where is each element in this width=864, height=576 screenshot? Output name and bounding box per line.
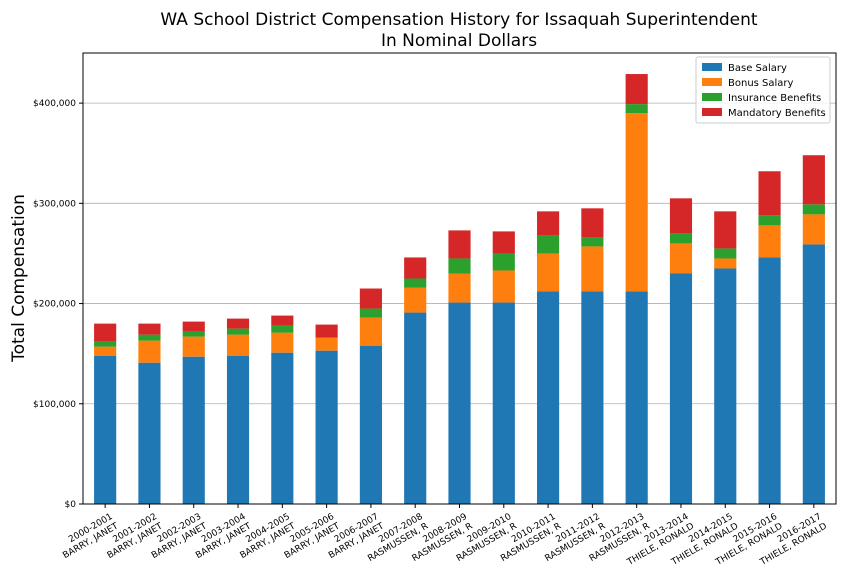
- bar-bonus-salary-2009-2010: [492, 270, 515, 303]
- bar-insurance-benefits-2004-2005: [271, 325, 294, 333]
- bar-mandatory-benefits-2016-2017: [802, 155, 825, 205]
- bar-insurance-benefits-2000-2001: [94, 341, 117, 347]
- bar-base-salary-2007-2008: [404, 312, 427, 504]
- bar-bonus-salary-2007-2008: [404, 287, 427, 313]
- legend-swatch-1: [702, 78, 722, 86]
- bar-mandatory-benefits-2008-2009: [448, 230, 471, 259]
- bar-bonus-salary-2002-2003: [182, 336, 205, 357]
- bar-base-salary-2011-2012: [581, 291, 604, 504]
- bar-bonus-salary-2014-2015: [714, 258, 737, 269]
- bar-bonus-salary-2015-2016: [758, 225, 781, 258]
- chart-subtitle: In Nominal Dollars: [381, 31, 537, 51]
- legend-swatch-3: [702, 108, 722, 116]
- bar-insurance-benefits-2003-2004: [226, 328, 250, 335]
- bar-base-salary-2002-2003: [182, 356, 205, 504]
- bar-insurance-benefits-2009-2010: [492, 253, 515, 271]
- bar-base-salary-2000-2001: [94, 355, 117, 504]
- bar-base-salary-2012-2013: [625, 291, 648, 504]
- bar-base-salary-2015-2016: [758, 257, 781, 504]
- bar-mandatory-benefits-2013-2014: [669, 198, 693, 234]
- bar-insurance-benefits-2002-2003: [182, 331, 205, 337]
- y-tick-label-4: $400,000: [33, 99, 76, 109]
- legend: Base Salary Bonus Salary Insurance Benefit…: [695, 56, 831, 124]
- y-axis-label: Total Compensation: [9, 194, 29, 363]
- legend-label-1: Bonus Salary: [728, 78, 794, 89]
- bar-mandatory-benefits-2014-2015: [714, 211, 737, 249]
- bar-base-salary-2008-2009: [448, 302, 471, 504]
- bar-insurance-benefits-2008-2009: [448, 258, 471, 274]
- bar-insurance-benefits-2011-2012: [581, 237, 604, 247]
- bar-base-salary-2010-2011: [537, 291, 560, 504]
- bar-base-salary-2006-2007: [359, 345, 382, 504]
- bar-bonus-salary-2003-2004: [226, 334, 250, 356]
- legend-label-2: Insurance Benefits: [728, 93, 821, 104]
- bar-base-salary-2016-2017: [802, 244, 825, 504]
- bar-base-salary-2013-2014: [669, 273, 693, 504]
- bar-bonus-salary-2001-2002: [138, 340, 161, 363]
- bar-mandatory-benefits-2006-2007: [359, 288, 382, 309]
- legend-swatch-0: [702, 63, 722, 71]
- bar-bonus-salary-2016-2017: [802, 214, 825, 245]
- y-tick-label-0: $0: [65, 500, 77, 510]
- bar-base-salary-2014-2015: [714, 268, 737, 504]
- bar-base-salary-2005-2006: [315, 350, 338, 504]
- bar-mandatory-benefits-2000-2001: [94, 323, 117, 342]
- bar-mandatory-benefits-2015-2016: [758, 171, 781, 216]
- bar-insurance-benefits-2007-2008: [404, 278, 427, 288]
- bar-bonus-salary-2012-2013: [625, 113, 648, 292]
- y-axis-ticks: $0 $100,000 $200,000 $300,000 $400,000: [33, 99, 83, 510]
- chart-title: WA School District Compensation History …: [160, 10, 758, 30]
- bar-base-salary-2003-2004: [226, 355, 250, 504]
- bar-mandatory-benefits-2012-2013: [625, 74, 648, 105]
- bar-base-salary-2009-2010: [492, 302, 515, 504]
- legend-swatch-2: [702, 93, 722, 101]
- bar-insurance-benefits-2013-2014: [669, 233, 693, 244]
- bar-mandatory-benefits-2009-2010: [492, 231, 515, 254]
- bar-bonus-salary-2010-2011: [537, 253, 560, 292]
- bar-bonus-salary-2006-2007: [359, 317, 382, 346]
- bar-bonus-salary-2005-2006: [315, 337, 338, 351]
- bar-mandatory-benefits-2003-2004: [226, 318, 250, 329]
- bar-mandatory-benefits-2011-2012: [581, 208, 604, 238]
- bar-bonus-salary-2008-2009: [448, 273, 471, 303]
- bar-bonus-salary-2000-2001: [94, 346, 117, 356]
- legend-label-0: Base Salary: [728, 63, 787, 74]
- bar-insurance-benefits-2016-2017: [802, 204, 825, 215]
- bar-mandatory-benefits-2010-2011: [537, 211, 560, 236]
- y-tick-label-1: $100,000: [33, 400, 76, 410]
- bar-base-salary-2001-2002: [138, 362, 161, 504]
- bars: [94, 74, 825, 504]
- y-tick-label-3: $300,000: [33, 199, 76, 209]
- bar-insurance-benefits-2006-2007: [359, 308, 382, 318]
- legend-box: [695, 56, 831, 124]
- bar-insurance-benefits-2014-2015: [714, 248, 737, 259]
- bar-mandatory-benefits-2004-2005: [271, 315, 294, 326]
- bar-bonus-salary-2004-2005: [271, 332, 294, 353]
- bar-insurance-benefits-2015-2016: [758, 215, 781, 226]
- bar-mandatory-benefits-2002-2003: [182, 321, 205, 332]
- bar-insurance-benefits-2012-2013: [625, 104, 648, 114]
- bar-bonus-salary-2011-2012: [581, 246, 604, 292]
- legend-label-3: Mandatory Benefits: [728, 108, 826, 119]
- bar-insurance-benefits-2001-2002: [138, 334, 161, 341]
- bar-mandatory-benefits-2005-2006: [315, 324, 338, 338]
- bar-bonus-salary-2013-2014: [669, 243, 693, 274]
- bar-mandatory-benefits-2007-2008: [404, 257, 427, 279]
- y-tick-label-2: $200,000: [33, 300, 76, 310]
- bar-mandatory-benefits-2001-2002: [138, 323, 161, 335]
- bar-insurance-benefits-2010-2011: [537, 235, 560, 254]
- bar-base-salary-2004-2005: [271, 352, 294, 504]
